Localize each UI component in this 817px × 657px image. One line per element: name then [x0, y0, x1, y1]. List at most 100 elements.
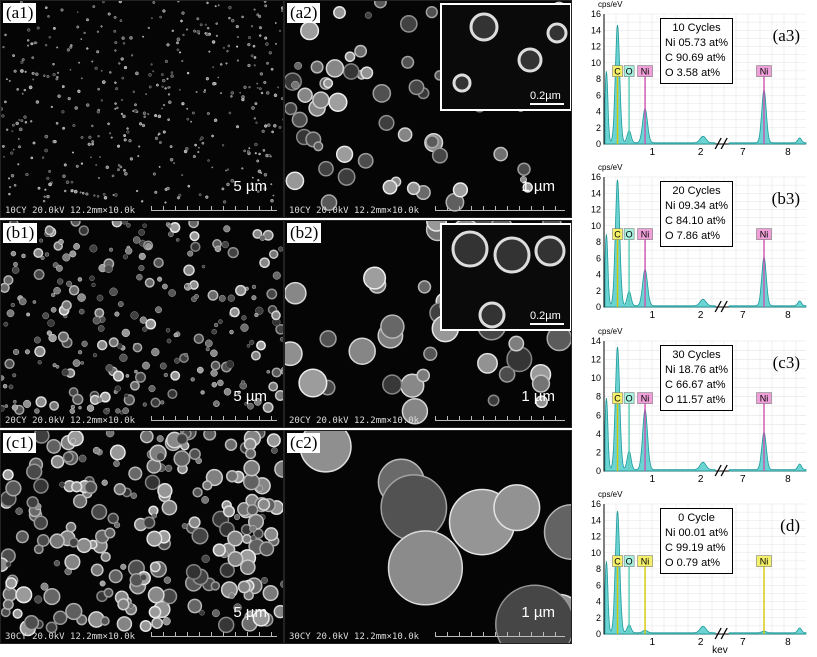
y-tick-label: 10	[591, 58, 601, 68]
axis-break	[720, 300, 728, 313]
eds-spectrum-b3: 0 2 4 6 8 10 12 14 16 1 2 7 8 C O Ni Ni cps/eV 20 Cycles Ni…	[578, 163, 814, 323]
x-tick-label: 8	[785, 310, 791, 321]
composition-cycles: 0 Cycle	[678, 512, 715, 524]
sem-micrograph-texture	[299, 431, 571, 643]
x-tick-label: 8	[785, 147, 791, 158]
x-tick-label: 2	[698, 474, 704, 485]
ni-k-peak-tag: Ni	[760, 230, 769, 240]
acquisition-info: 10CY 20.0kV 12.2mm×10.0k	[5, 206, 136, 216]
y-unit-label: cps/eV	[598, 327, 623, 336]
x-tick-label: 2	[698, 310, 704, 321]
scale-ruler-ticks	[151, 206, 277, 211]
y-tick-label: 14	[591, 515, 601, 525]
inset-particles	[451, 230, 566, 329]
x-tick-label: 2	[698, 637, 704, 648]
o-peak-tag-box	[623, 555, 635, 567]
composition-o: O 11.57 at%	[665, 394, 726, 406]
y-tick-label: 16	[591, 499, 601, 509]
scale-ruler-ticks	[435, 206, 565, 211]
x-tick-label: 7	[740, 637, 746, 648]
y-tick-label: 0	[596, 629, 601, 639]
composition-o: O 0.79 at%	[665, 557, 721, 569]
scale-bar-label: 5 µm	[233, 604, 267, 621]
y-tick-label: 2	[596, 286, 601, 296]
y-tick-label: 6	[596, 253, 601, 263]
info-ruler: 10CY 20.0kV 12.2mm×10.0k	[1, 203, 283, 217]
axis-break	[714, 627, 722, 640]
spectrum-area	[728, 89, 807, 145]
y-tick-label: 8	[596, 392, 601, 402]
y-tick-label: 16	[591, 9, 601, 19]
x-unit-label: kev	[712, 645, 728, 656]
scale-bar-label: 5 µm	[233, 388, 267, 405]
y-tick-label: 2	[596, 123, 601, 133]
y-tick-label: 6	[596, 90, 601, 100]
composition-c: C 84.10 at%	[665, 215, 726, 227]
sem-panel-a1: (a1) 5 µm 10CY 20.0kV 12.2mm×10.0k	[0, 0, 284, 218]
panel-label: (b2)	[287, 223, 322, 243]
panel-label: (b3)	[771, 189, 800, 208]
x-tick-label: 8	[785, 637, 791, 648]
y-tick-label: 8	[596, 74, 601, 84]
panel-label: (d)	[780, 516, 800, 535]
y-tick-label: 4	[596, 107, 601, 117]
y-tick-label: 14	[591, 188, 601, 198]
ni-k-peak-tag-box	[756, 228, 772, 240]
y-tick-label: 0	[596, 466, 601, 476]
composition-c: C 99.19 at%	[665, 542, 726, 554]
info-ruler: 30CY 20.0kV 12.2mm×10.0k	[285, 629, 571, 643]
y-tick-label: 16	[591, 172, 601, 182]
spectrum-area	[604, 510, 716, 635]
o-peak-tag: O	[626, 67, 633, 77]
c-peak-tag: C	[614, 394, 621, 404]
composition-o: O 7.86 at%	[665, 230, 721, 242]
composition-box: 20 Cycles Ni 09.34 at% C 84.10 at% O 7.86 a…	[660, 181, 733, 247]
sem-panel-c1: (c1) 5 µm 30CY 20.0kV 12.2mm×10.0k	[0, 430, 284, 644]
composition-ni: Ni 00.01 at%	[665, 527, 728, 539]
sem-panel-a2: (a2) 1 µm 10CY 20.0kV 12.2mm×10.0k 0.2µm	[284, 0, 572, 218]
axis-break	[714, 300, 722, 313]
composition-ni: Ni 18.76 at%	[665, 364, 728, 376]
info-ruler: 30CY 20.0kV 12.2mm×10.0k	[1, 629, 283, 643]
scale-ruler-ticks	[151, 632, 277, 637]
scale-bar-label: 1 µm	[521, 604, 555, 621]
y-tick-label: 8	[596, 237, 601, 247]
eds-spectrum-d: 0 2 4 6 8 10 12 14 16 1 2 7 8 C O Ni Ni cps/eV kev 0 Cycle N…	[578, 490, 814, 656]
y-tick-label: 4	[596, 270, 601, 280]
y-tick-label: 10	[591, 548, 601, 558]
ni-k-peak-tag: Ni	[760, 394, 769, 404]
c-peak-tag: C	[614, 67, 621, 77]
x-tick-label: 2	[698, 147, 704, 158]
y-unit-label: cps/eV	[598, 0, 623, 9]
c-peak-tag-box	[612, 228, 623, 240]
composition-c: C 90.69 at%	[665, 52, 726, 64]
axis-break	[720, 464, 728, 477]
y-tick-label: 2	[596, 447, 601, 457]
o-peak-tag-box	[623, 65, 635, 77]
y-tick-label: 14	[591, 336, 601, 346]
acquisition-info: 10CY 20.0kV 12.2mm×10.0k	[289, 206, 420, 216]
inset-scale-label: 0.2µm	[530, 310, 561, 322]
y-unit-label: cps/eV	[598, 490, 623, 499]
x-tick-label: 1	[650, 147, 656, 158]
c-peak-tag: C	[614, 557, 621, 567]
c-peak-tag-box	[612, 392, 623, 404]
y-tick-label: 0	[596, 302, 601, 312]
ni-l-peak-tag-box	[637, 555, 653, 567]
info-ruler: 10CY 20.0kV 12.2mm×10.0k	[285, 203, 571, 217]
y-tick-label: 6	[596, 410, 601, 420]
spectrum-area	[728, 256, 807, 308]
x-tick-label: 7	[740, 147, 746, 158]
sem-panel-c2: (c2) 1 µm 30CY 20.0kV 12.2mm×10.0k	[284, 430, 572, 644]
composition-cycles: 20 Cycles	[672, 185, 721, 197]
c-peak-tag-box	[612, 555, 623, 567]
x-tick-label: 1	[650, 637, 656, 648]
composition-o: O 3.58 at%	[665, 67, 721, 79]
ni-k-peak-tag-box	[756, 392, 772, 404]
info-ruler: 20CY 20.0kV 12.2mm×10.0k	[285, 413, 571, 427]
ni-l-peak-tag-box	[637, 228, 653, 240]
y-tick-label: 14	[591, 25, 601, 35]
composition-box: 0 Cycle Ni 00.01 at% C 99.19 at% O 0.79 at%	[660, 508, 733, 574]
